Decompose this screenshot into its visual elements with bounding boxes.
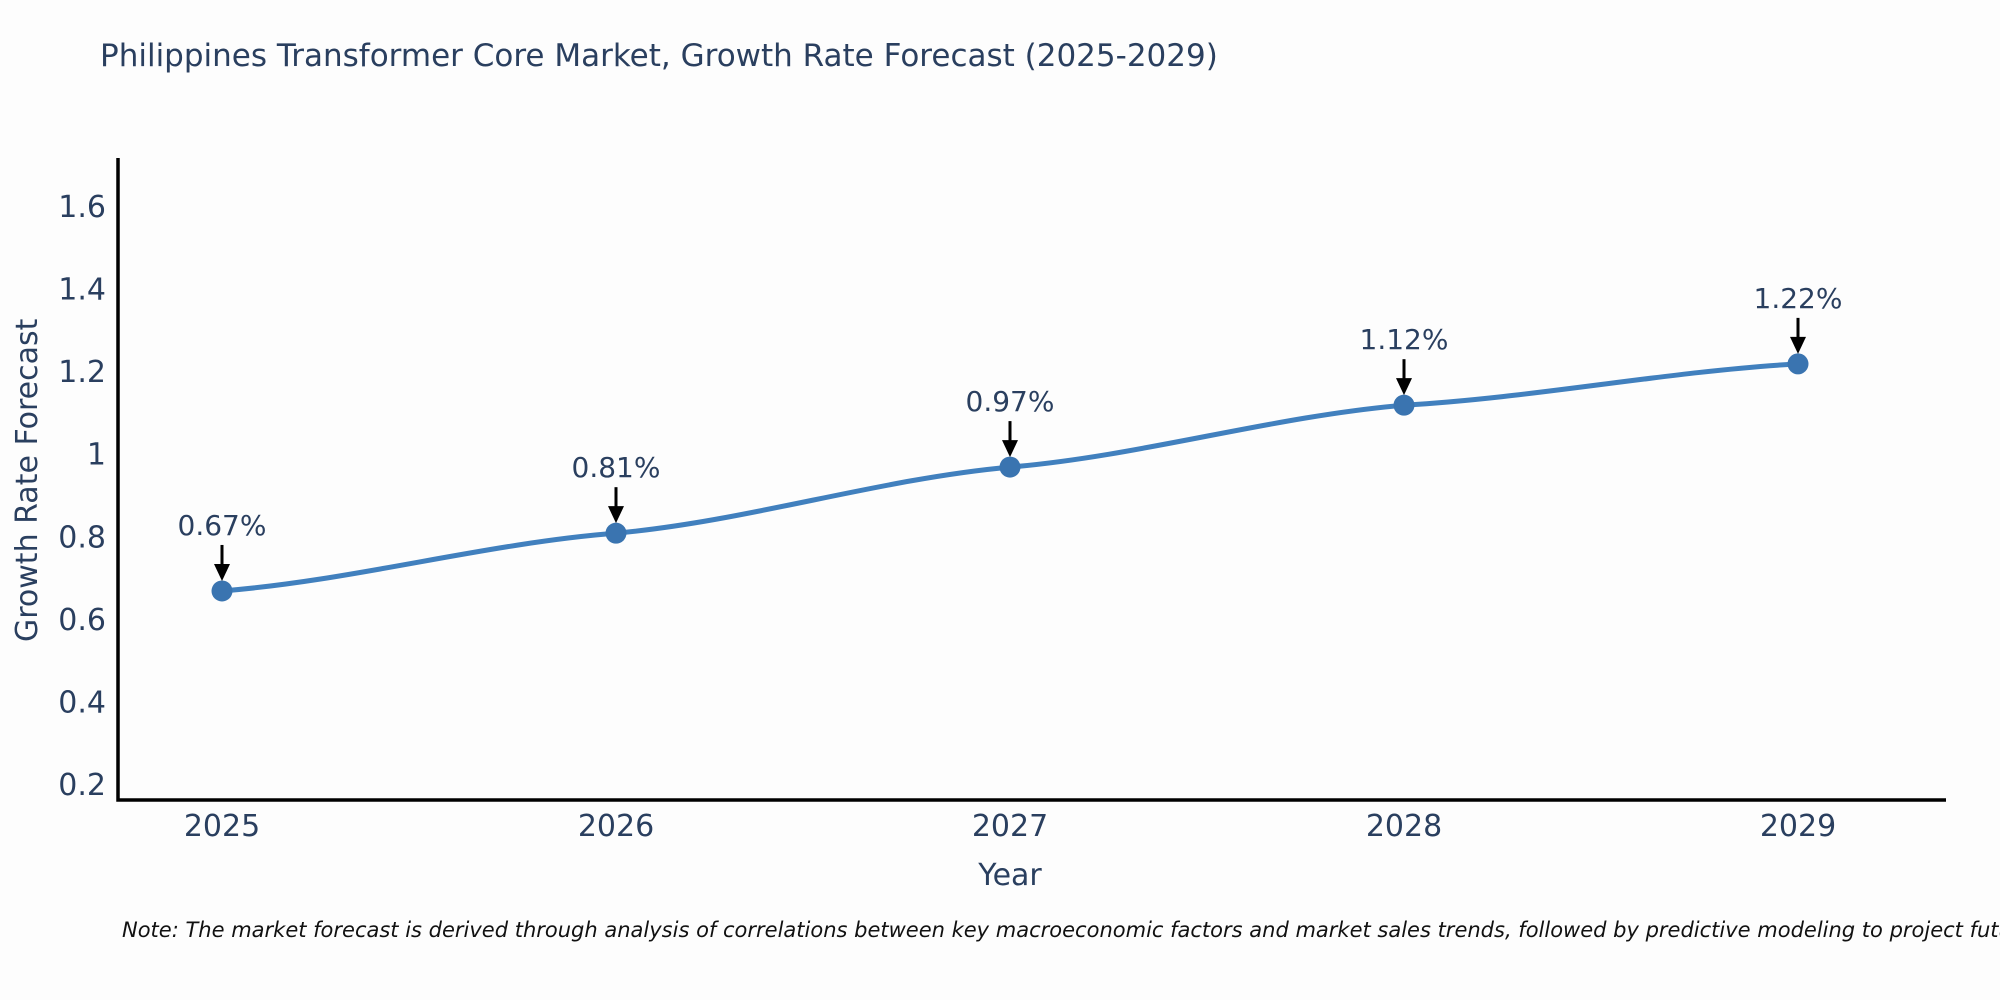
y-tick-label: 0.8 — [58, 520, 106, 555]
x-tick-label: 2027 — [972, 809, 1048, 844]
data-point-marker[interactable] — [1787, 353, 1809, 375]
y-tick-label: 1.4 — [58, 273, 106, 308]
y-tick-label: 1.6 — [58, 190, 106, 225]
data-point-label: 0.67% — [178, 509, 267, 542]
chart-title: Philippines Transformer Core Market, Gro… — [100, 38, 1218, 74]
x-tick-label: 2026 — [578, 809, 654, 844]
annotation-arrowhead — [1002, 440, 1018, 458]
axis-lines — [116, 158, 1946, 802]
annotation-arrowhead — [1396, 378, 1412, 396]
data-point-marker[interactable] — [1393, 394, 1415, 416]
y-tick-label: 1.2 — [58, 355, 106, 390]
data-point-marker[interactable] — [999, 456, 1021, 478]
y-axis-title: Growth Rate Forecast — [10, 318, 45, 642]
data-point-label: 0.81% — [572, 451, 661, 484]
data-point-label: 1.22% — [1754, 282, 1843, 315]
data-point-label: 1.12% — [1360, 323, 1449, 356]
x-tick-label: 2029 — [1760, 809, 1836, 844]
annotation-arrowhead — [608, 506, 624, 524]
data-point-marker[interactable] — [211, 580, 233, 602]
y-tick-label: 1 — [87, 438, 106, 473]
data-point-label: 0.97% — [966, 385, 1055, 418]
x-tick-label: 2028 — [1366, 809, 1442, 844]
y-tick-label: 0.6 — [58, 603, 106, 638]
data-point-marker[interactable] — [605, 522, 627, 544]
annotation-arrowhead — [214, 563, 230, 581]
x-axis-title: Year — [978, 858, 1042, 893]
annotation-arrowhead — [1790, 336, 1806, 354]
x-tick-label: 2025 — [184, 809, 260, 844]
y-tick-label: 0.2 — [58, 768, 106, 803]
y-tick-label: 0.4 — [58, 685, 106, 720]
footnote: Note: The market forecast is derived thr… — [122, 918, 2000, 942]
